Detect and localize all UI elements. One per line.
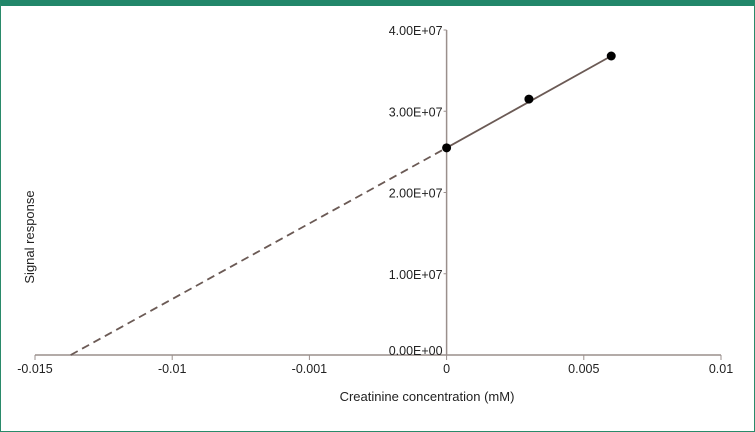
y-tick-label: 4.00E+07 <box>389 24 443 38</box>
x-tick-label: 0.005 <box>568 362 599 376</box>
y-tick-label: 3.00E+07 <box>389 105 443 119</box>
y-tick-label: 0.00E+00 <box>389 344 443 358</box>
data-point <box>442 143 452 153</box>
x-tick-label: -0.001 <box>292 362 327 376</box>
x-tick-label: 0 <box>443 362 450 376</box>
x-tick-label: 0.01 <box>709 362 733 376</box>
data-point <box>606 51 616 61</box>
y-tick-label: 1.00E+07 <box>389 268 443 282</box>
data-point <box>524 94 534 104</box>
x-tick-label: -0.015 <box>17 362 52 376</box>
y-axis-label: Signal response <box>22 190 37 283</box>
extrapolation-line <box>70 147 448 356</box>
y-tick-label: 2.00E+07 <box>389 187 443 201</box>
x-axis-label: Creatinine concentration (mM) <box>340 389 515 404</box>
x-tick-label: -0.01 <box>158 362 187 376</box>
